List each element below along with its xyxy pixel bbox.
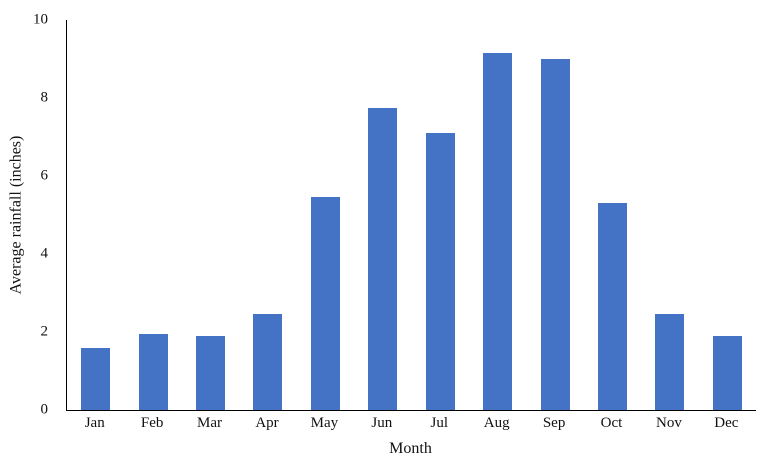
bar-band-apr (239, 20, 296, 410)
bar-band-may (297, 20, 354, 410)
y-tick-label-10: 10 (33, 11, 48, 28)
bar-band-feb (124, 20, 181, 410)
bar-band-aug (469, 20, 526, 410)
plot-area (66, 20, 756, 411)
y-axis-tick-labels: 0 2 4 6 8 10 (0, 12, 58, 417)
bar-oct (598, 203, 627, 410)
bar-band-oct (584, 20, 641, 410)
x-tick-label-may: May (310, 415, 339, 431)
bar-apr (253, 314, 283, 410)
x-tick-label-jan: Jan (84, 415, 105, 431)
bar-jun (368, 107, 398, 410)
bar-dec (712, 335, 742, 410)
bar-sep (540, 59, 570, 410)
y-tick-label-6: 6 (40, 167, 49, 184)
bar-band-jun (354, 20, 411, 410)
bar-band-nov (641, 20, 698, 410)
bar-band-jan (67, 20, 124, 410)
y-tick-label-0: 0 (40, 401, 49, 418)
bar-band-dec (699, 20, 756, 410)
bar-mar (196, 335, 226, 410)
x-tick-label-aug: Aug (483, 415, 510, 431)
x-axis-title: Month (389, 440, 432, 457)
x-tick-label-feb: Feb (140, 415, 164, 431)
bar-jul (425, 133, 455, 410)
x-tick-label-apr: Apr (255, 415, 279, 431)
bar-may (310, 197, 340, 410)
bar-nov (655, 314, 685, 410)
x-tick-label-oct: Oct (600, 415, 623, 431)
bar-jan (81, 347, 111, 410)
y-tick-label-4: 4 (40, 245, 49, 262)
x-axis-tick-labels: Jan Feb Mar Apr May Jun Jul Aug Sep Oct Nov Dec (66, 415, 755, 432)
bars (67, 20, 756, 410)
bar-band-jul (412, 20, 469, 410)
x-tick-label-mar: Mar (197, 415, 223, 431)
x-tick-label-dec: Dec (714, 415, 739, 431)
x-tick-label-nov: Nov (656, 415, 682, 431)
y-tick-label-8: 8 (40, 89, 49, 106)
bar-aug (483, 53, 513, 410)
bar-feb (138, 333, 168, 410)
y-tick-label-2: 2 (40, 323, 49, 340)
bar-band-sep (526, 20, 583, 410)
bar-band-mar (182, 20, 239, 410)
x-tick-label-jul: Jul (430, 415, 448, 431)
x-tick-label-sep: Sep (542, 415, 566, 431)
x-tick-label-jun: Jun (371, 415, 393, 431)
